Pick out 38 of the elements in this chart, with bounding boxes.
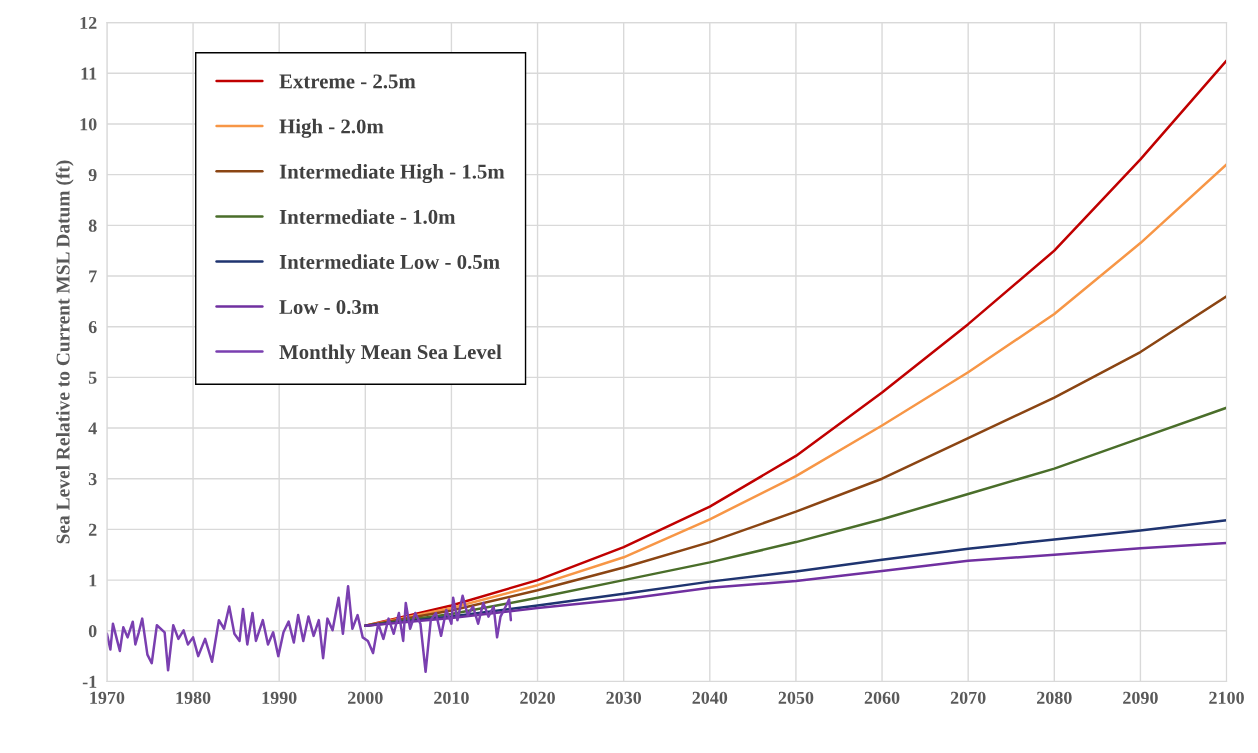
y-tick-label: 12 — [80, 16, 97, 29]
y-tick-label: 9 — [88, 168, 97, 182]
legend-label: Intermediate High - 1.5m — [279, 164, 505, 184]
x-tick-label: 1990 — [262, 691, 297, 704]
legend-label: Extreme - 2.5m — [279, 74, 416, 89]
y-axis-title: Sea Level Relative to Current MSL Datum (ft) — [55, 160, 74, 544]
y-tick-label: 4 — [88, 422, 97, 435]
y-tick-label: 2 — [88, 523, 97, 536]
legend-label: Intermediate - 1.0m — [279, 209, 456, 224]
y-tick-label: 10 — [80, 118, 97, 131]
x-tick-label: 2090 — [1123, 691, 1158, 704]
y-tick-label: 1 — [89, 574, 97, 587]
x-tick-label: 1980 — [176, 691, 211, 704]
y-tick-label: 0 — [88, 625, 97, 638]
x-tick-label: 2000 — [348, 691, 383, 704]
y-tick-label: 7 — [89, 270, 97, 283]
x-tick-label: 2040 — [692, 691, 728, 704]
x-tick-label: 1970 — [90, 691, 125, 704]
legend-label: Intermediate Low - 0.5m — [279, 254, 500, 270]
line-series — [106, 584, 513, 674]
y-tick-label: 6 — [88, 320, 97, 334]
y-tick-label: -1 — [82, 675, 97, 688]
y-tick-label: 3 — [88, 473, 97, 486]
legend-label: Monthly Mean Sea Level — [279, 344, 502, 364]
x-tick-label: 2030 — [606, 691, 642, 704]
x-tick-label: 2080 — [1037, 691, 1072, 704]
y-tick-label: 11 — [81, 67, 97, 80]
legend-label: High - 2.0m — [279, 118, 384, 138]
x-tick-label: 2060 — [864, 691, 900, 704]
y-tick-label: 5 — [88, 371, 97, 384]
x-tick-label: 2010 — [434, 691, 469, 704]
x-tick-label: 2100 — [1209, 691, 1244, 704]
x-tick-label: 2070 — [950, 691, 986, 704]
line-series — [364, 541, 1227, 627]
y-tick-label: 8 — [88, 219, 97, 232]
x-tick-label: 2050 — [778, 691, 814, 704]
x-tick-label: 2020 — [520, 691, 555, 704]
legend-label: Low - 0.3m — [279, 299, 379, 315]
